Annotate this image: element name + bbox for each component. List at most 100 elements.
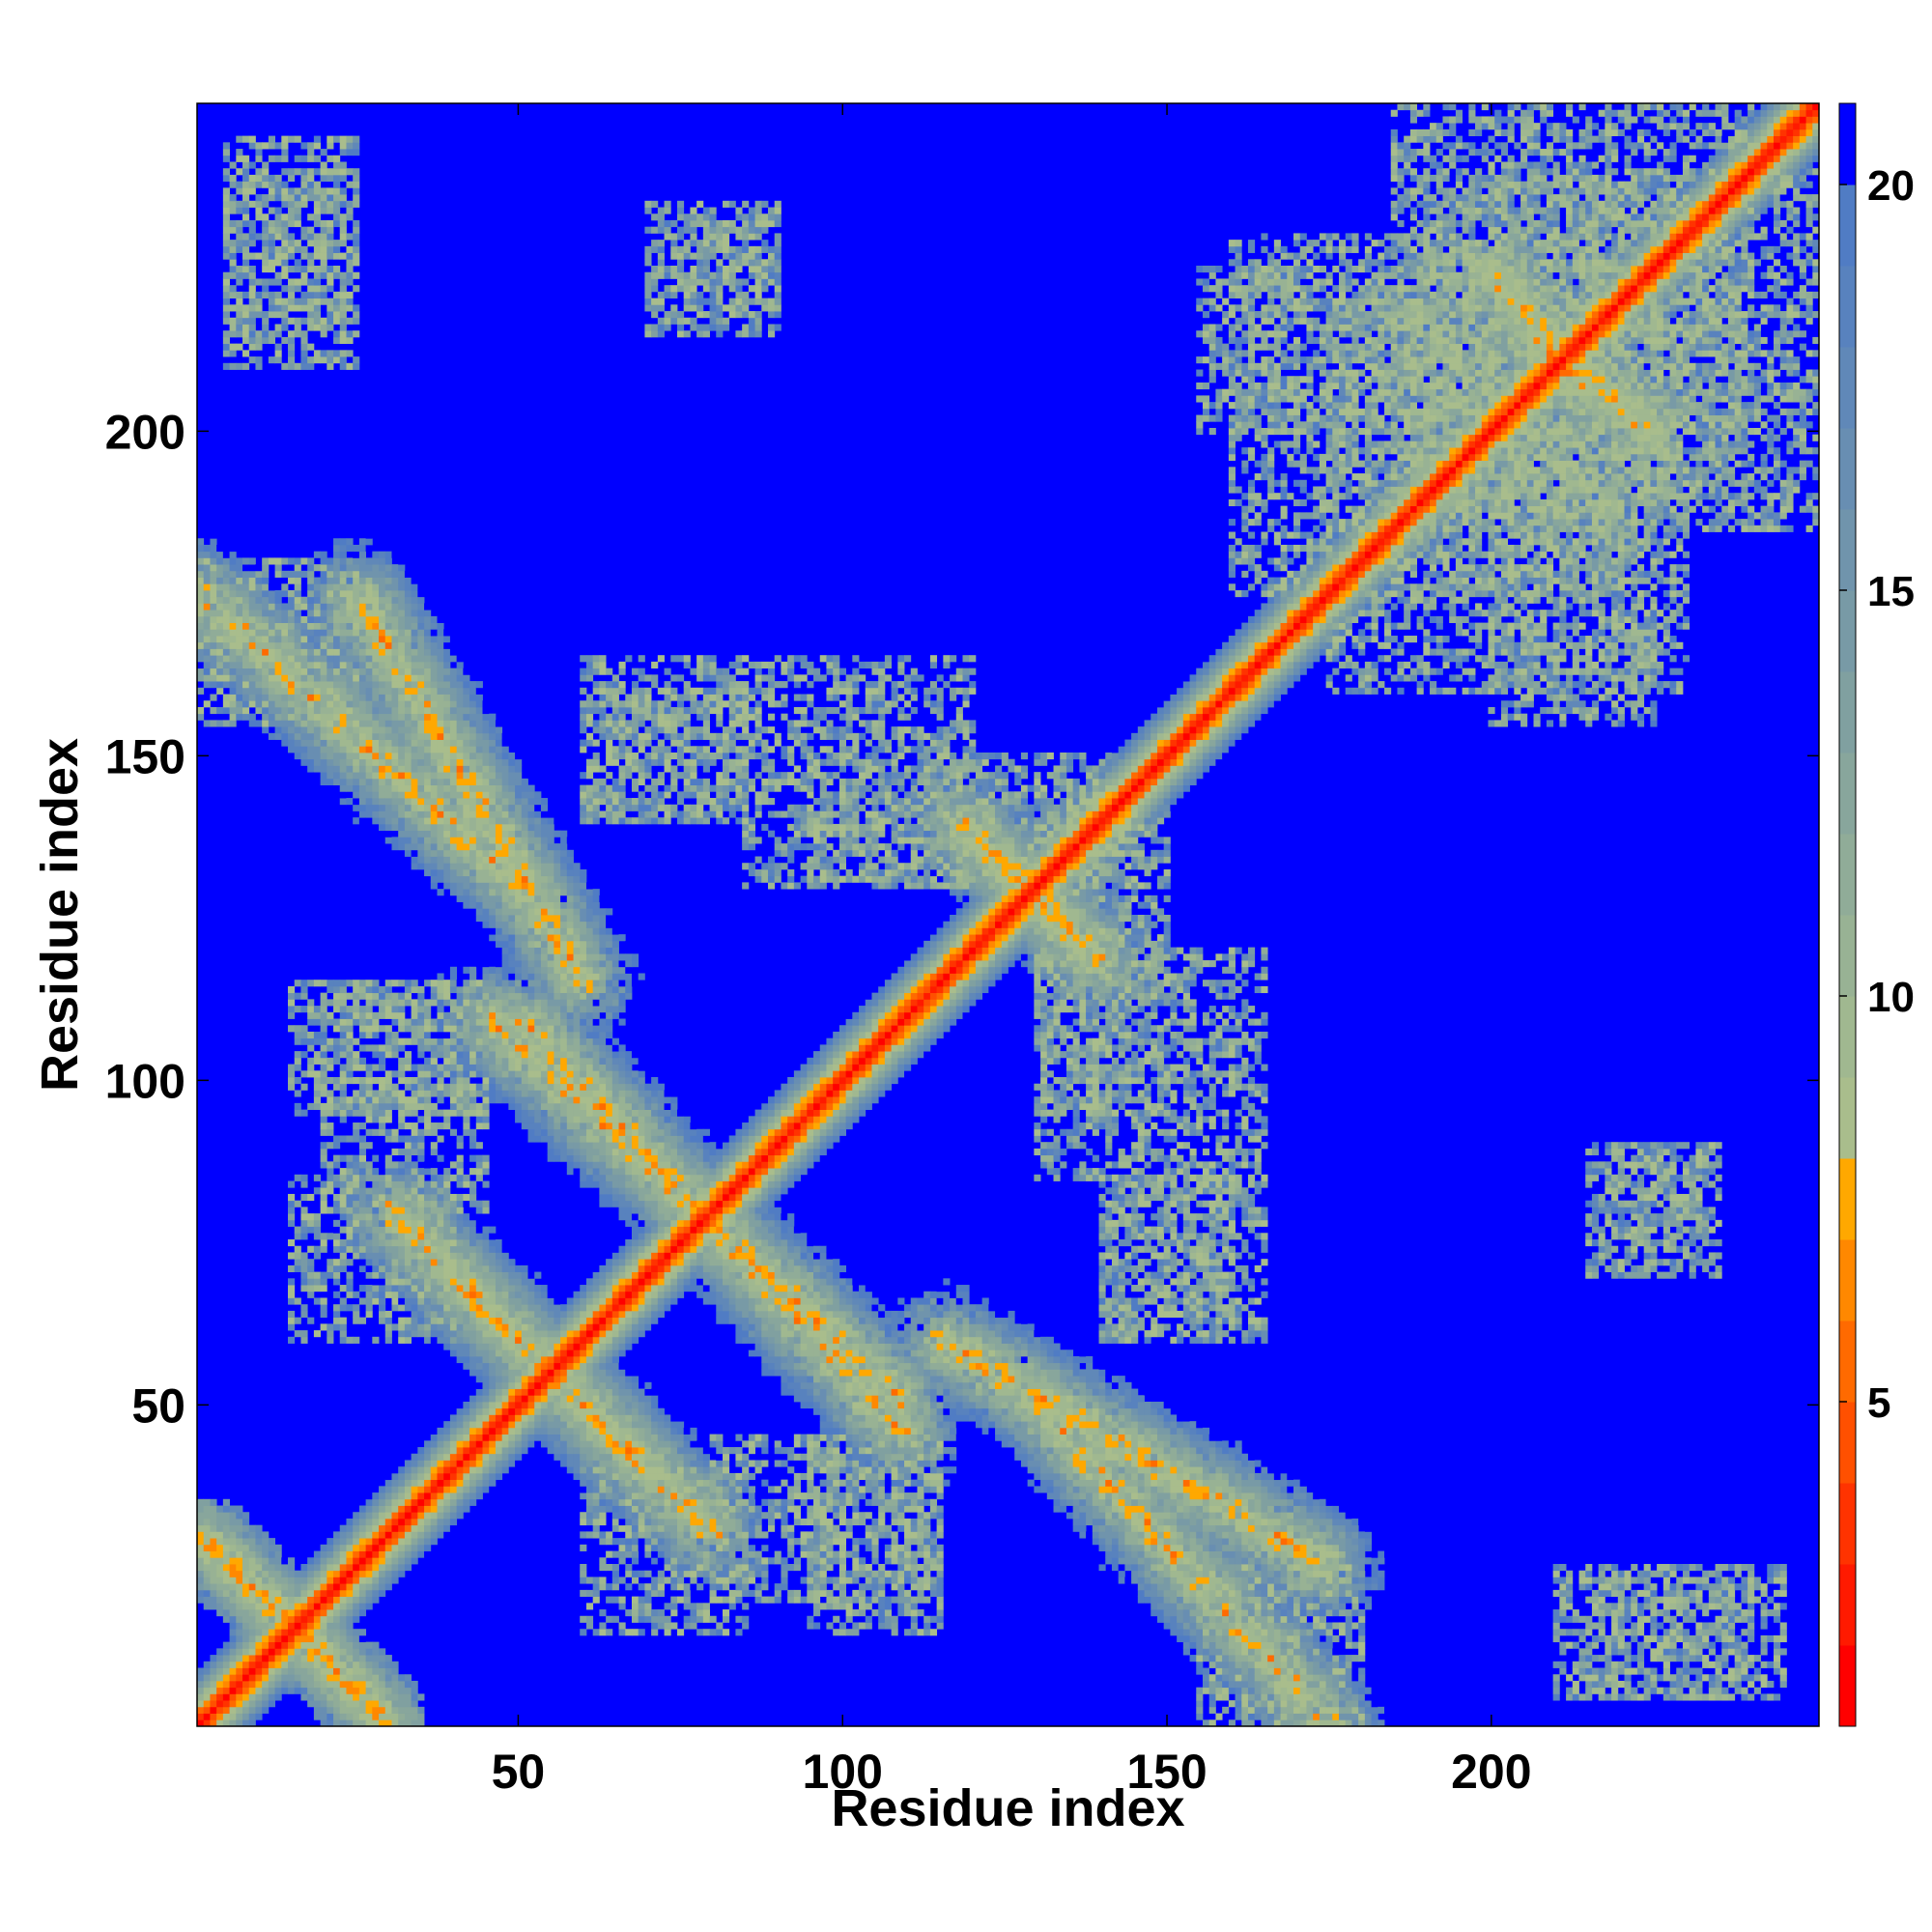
- heatmap-cell: [405, 655, 412, 662]
- heatmap-cell: [262, 1622, 269, 1629]
- heatmap-cell: [417, 1090, 424, 1096]
- heatmap-cell: [443, 863, 450, 869]
- heatmap-cell: [333, 208, 340, 214]
- heatmap-cell: [476, 1292, 483, 1298]
- heatmap-cell: [236, 636, 242, 642]
- heatmap-cell: [275, 1583, 282, 1590]
- heatmap-cell: [489, 1428, 496, 1435]
- heatmap-cell: [391, 1272, 398, 1279]
- heatmap-cell: [476, 1350, 483, 1356]
- heatmap-cell: [295, 1668, 301, 1675]
- heatmap-cell: [398, 583, 405, 590]
- heatmap-cell: [236, 201, 242, 208]
- heatmap-cell: [469, 1246, 476, 1253]
- heatmap-cell: [333, 759, 340, 766]
- heatmap-cell: [496, 1454, 502, 1461]
- heatmap-cell: [288, 740, 295, 747]
- heatmap-cell: [437, 1213, 443, 1220]
- heatmap-cell: [249, 233, 256, 240]
- heatmap-cell: [288, 330, 295, 337]
- heatmap-cell: [489, 714, 496, 721]
- heatmap-cell: [502, 1065, 509, 1071]
- heatmap-cell: [489, 843, 496, 850]
- heatmap-cell: [242, 220, 249, 227]
- heatmap-cell: [469, 1233, 476, 1239]
- heatmap-cell: [450, 1077, 457, 1084]
- heatmap-cell: [262, 1681, 269, 1688]
- heatmap-cell: [314, 298, 321, 305]
- heatmap-cell: [469, 1265, 476, 1272]
- heatmap-cell: [469, 1038, 476, 1045]
- heatmap-cell: [457, 869, 464, 876]
- heatmap-cell: [391, 1233, 398, 1239]
- heatmap-cell: [321, 779, 327, 785]
- heatmap-cell: [249, 142, 256, 149]
- heatmap-cell: [443, 1051, 450, 1058]
- heatmap-cell: [333, 1642, 340, 1649]
- heatmap-cell: [314, 1213, 321, 1220]
- heatmap-cell: [242, 1662, 249, 1668]
- heatmap-cell: [340, 1227, 347, 1234]
- heatmap-cell: [346, 545, 353, 552]
- heatmap-cell: [340, 1337, 347, 1344]
- heatmap-cell: [398, 1220, 405, 1227]
- heatmap-cell: [437, 1259, 443, 1265]
- heatmap-cell: [431, 740, 438, 747]
- heatmap-cell: [314, 1597, 321, 1604]
- heatmap-cell: [443, 1311, 450, 1318]
- heatmap-cell: [359, 1662, 366, 1668]
- heatmap-cell: [295, 1662, 301, 1668]
- heatmap-cell: [476, 1454, 483, 1461]
- heatmap-cell: [288, 603, 295, 610]
- heatmap-cell: [463, 1239, 469, 1246]
- heatmap-cell: [223, 1655, 230, 1662]
- heatmap-cell: [288, 298, 295, 305]
- heatmap-cell: [359, 733, 366, 740]
- heatmap-cell: [346, 1304, 353, 1311]
- heatmap-cell: [223, 220, 230, 227]
- heatmap-cell: [385, 1110, 392, 1117]
- heatmap-cell: [417, 843, 424, 850]
- heatmap-cell: [204, 1662, 211, 1668]
- heatmap-cell: [424, 1065, 431, 1071]
- heatmap-cell: [443, 1065, 450, 1071]
- heatmap-cell: [398, 1077, 405, 1084]
- heatmap-cell: [333, 356, 340, 363]
- heatmap-cell: [431, 707, 438, 714]
- heatmap-cell: [223, 552, 230, 558]
- heatmap-cell: [321, 1065, 327, 1071]
- heatmap-cell: [353, 583, 359, 590]
- heatmap-cell: [255, 688, 262, 695]
- heatmap-cell: [483, 1473, 490, 1480]
- heatmap-cell: [295, 1233, 301, 1239]
- heatmap-cell: [508, 1025, 515, 1032]
- heatmap-cell: [463, 1337, 469, 1344]
- heatmap-cell: [230, 1668, 237, 1675]
- heatmap-cell: [249, 266, 256, 272]
- heatmap-cell: [385, 1311, 392, 1318]
- heatmap-cell: [385, 1655, 392, 1662]
- heatmap-cell: [463, 1369, 469, 1376]
- heatmap-cell: [405, 674, 412, 681]
- heatmap-cell: [223, 318, 230, 325]
- heatmap-cell: [204, 1525, 211, 1532]
- heatmap-cell: [197, 655, 204, 662]
- heatmap-cell: [431, 1058, 438, 1065]
- heatmap-cell: [300, 1070, 307, 1077]
- heatmap-cell: [405, 1681, 412, 1688]
- heatmap-cell: [379, 1557, 385, 1564]
- heatmap-cell: [269, 629, 275, 636]
- heatmap-cell: [327, 791, 333, 798]
- heatmap-cell: [483, 999, 490, 1006]
- heatmap-cell: [223, 187, 230, 194]
- heatmap-cell: [372, 674, 379, 681]
- heatmap-cell: [223, 1583, 230, 1590]
- heatmap-cell: [405, 1168, 412, 1175]
- heatmap-cell: [476, 922, 483, 928]
- heatmap-cell: [431, 1044, 438, 1051]
- heatmap-cell: [379, 1688, 385, 1694]
- heatmap-cell: [262, 292, 269, 298]
- heatmap-cell: [412, 1292, 418, 1298]
- heatmap-cell: [333, 1668, 340, 1675]
- heatmap-cell: [210, 1499, 216, 1506]
